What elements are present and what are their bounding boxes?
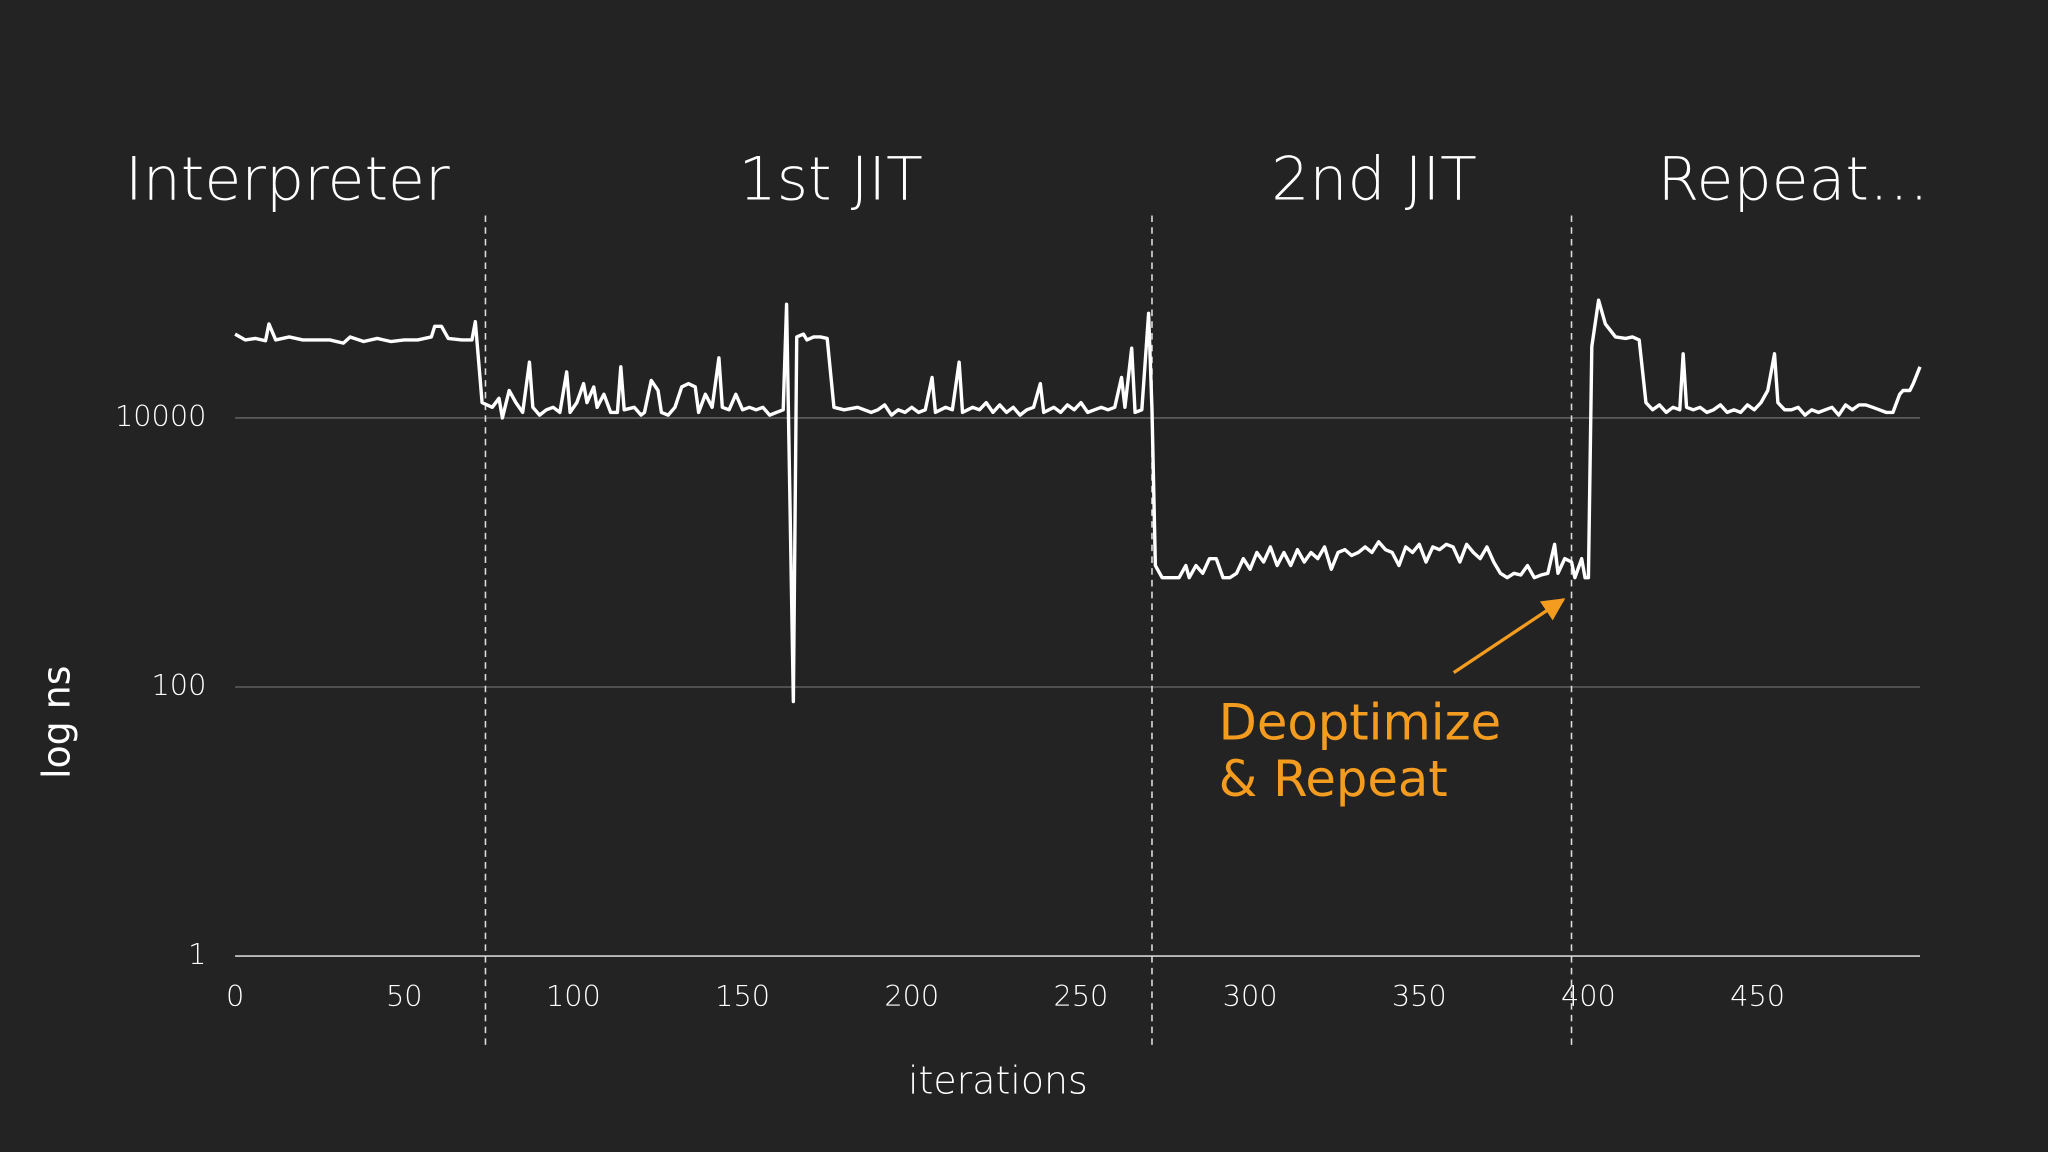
annotation-text: & Repeat [1219,750,1448,808]
x-tick-label: 450 [1730,979,1785,1013]
x-tick-label: 200 [884,979,939,1013]
y-tick-label: 100 [152,668,207,702]
x-tick-label: 50 [386,979,423,1013]
phase-label: 2nd JIT [1271,144,1477,214]
data-line [234,298,1922,704]
phase-label: Repeat… [1658,144,1930,214]
phase-label: 1st JIT [739,144,923,214]
annotation-text: Deoptimize [1219,694,1502,752]
x-tick-label: 100 [546,979,601,1013]
annotation-arrow [1452,598,1566,675]
x-tick-label: 0 [226,979,244,1013]
y-axis-label: log ns [34,666,78,779]
x-tick-label: 250 [1054,979,1109,1013]
x-tick-label: 150 [715,979,770,1013]
x-tick-label: 350 [1392,979,1447,1013]
x-tick-label: 400 [1561,979,1616,1013]
y-tick-label: 1 [188,937,206,971]
x-axis-label: iterations [908,1058,1088,1102]
phase-label: Interpreter [125,144,450,214]
y-tick-label: 10000 [115,399,206,433]
x-tick-label: 300 [1223,979,1278,1013]
